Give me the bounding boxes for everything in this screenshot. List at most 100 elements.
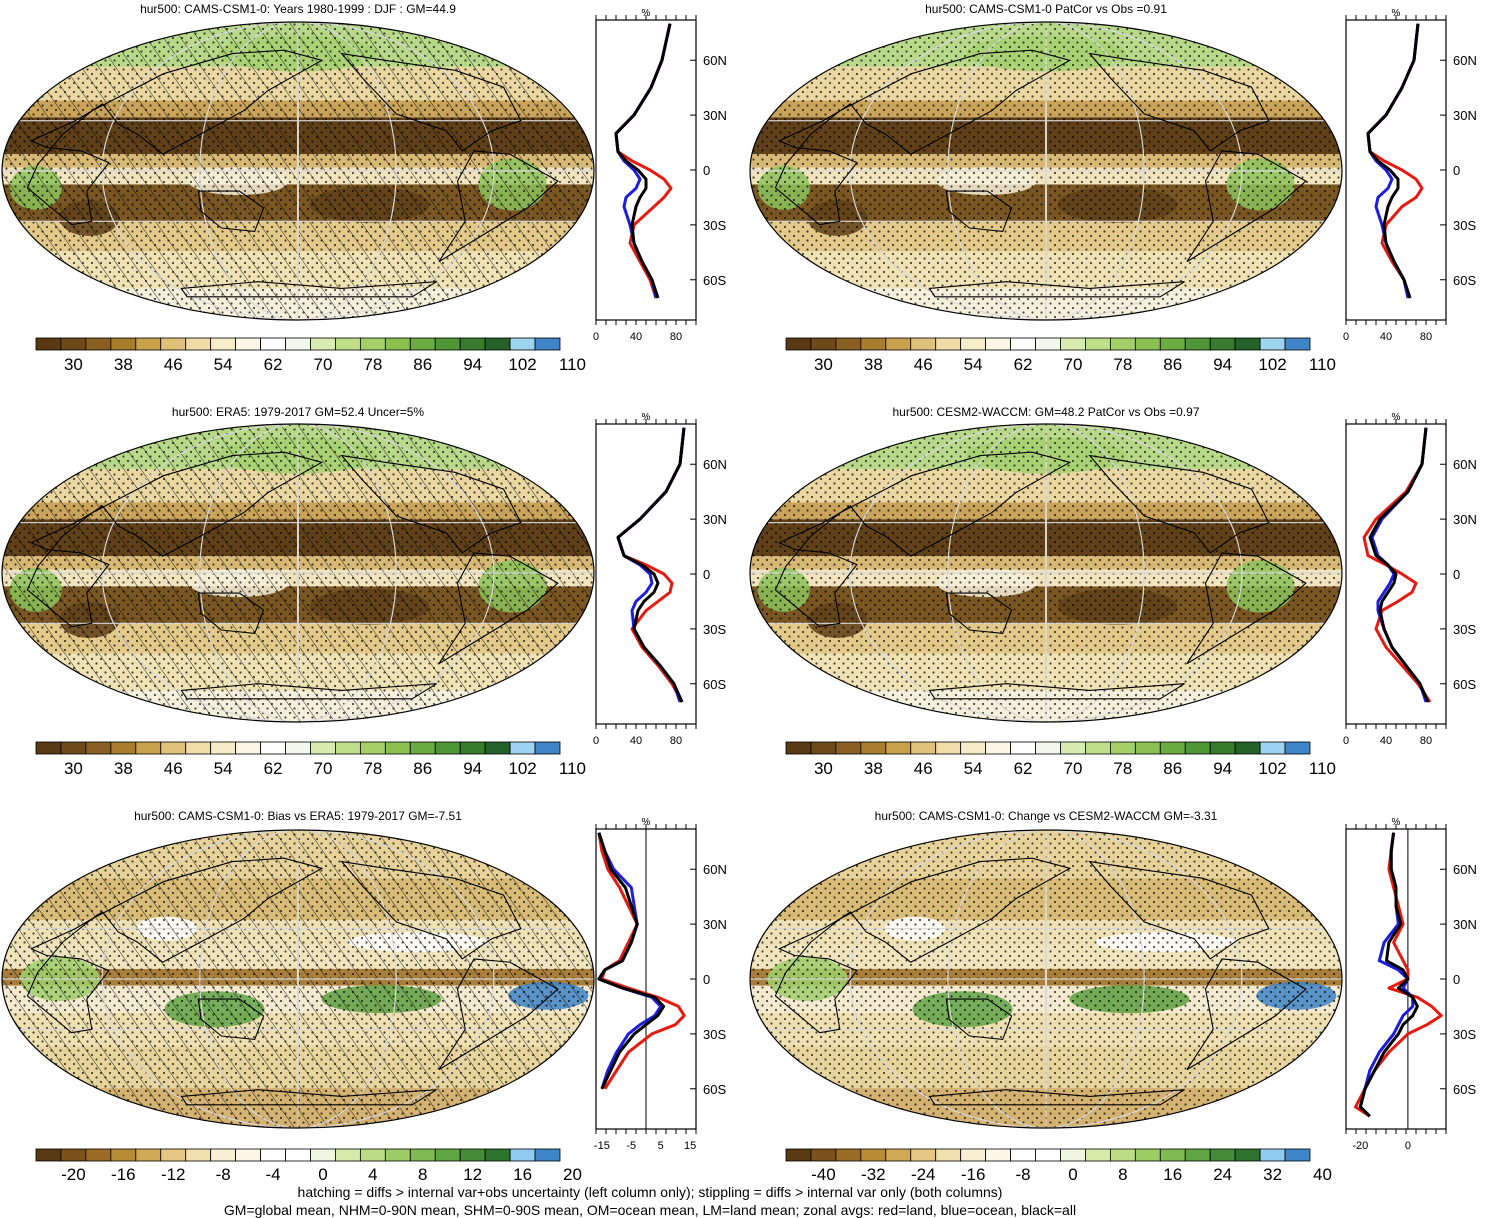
colorbar-swatch (409, 1148, 436, 1162)
colorbar-tick-label: 102 (1258, 759, 1286, 778)
panel-title-3: hur500: ERA5: 1979-2017 GM=52.4 Uncer=5% (172, 405, 424, 419)
profile-x-tick-label: 80 (670, 735, 682, 747)
colorbar-swatch (1035, 337, 1061, 351)
colorbar-swatch (1060, 741, 1086, 755)
colorbar-tick-label: 24 (1213, 1165, 1232, 1184)
map-outline (1, 423, 595, 723)
colorbar-tick-label: 86 (413, 759, 432, 778)
coastline (438, 958, 559, 1071)
colorbar-tick-label: 94 (1213, 355, 1232, 374)
coastline (197, 190, 265, 232)
profile-x-tick-label: 0 (593, 735, 599, 747)
colorbar-swatch (1134, 1148, 1161, 1162)
colorbar-swatch (810, 741, 837, 755)
colorbar-1: 30 38 46 54 62 70 78 86 94 102 110 (35, 337, 586, 374)
coastline (928, 1089, 1185, 1106)
coastline (945, 592, 1013, 634)
colorbar-tick-label: 46 (914, 355, 933, 374)
colorbar-tick-label: 110 (1309, 759, 1336, 778)
colorbar-tick-label: 78 (1113, 355, 1132, 374)
profile-series-line (614, 23, 672, 299)
colorbar-tick-label: 0 (318, 1165, 327, 1184)
colorbar-swatch (810, 337, 837, 351)
footer-note-hatching: hatching = diffs > internal var+obs unce… (297, 1184, 1003, 1200)
profile-y-tick-label: 60N (1453, 862, 1477, 877)
colorbar-tick-label: 94 (1213, 759, 1232, 778)
colorbar-swatch (384, 741, 411, 755)
colorbar-tick-label: 102 (508, 759, 536, 778)
colorbar-swatch (1010, 1148, 1036, 1162)
zonal-profile-6: % -20 0 60N 30N 0 30S 60S (1345, 817, 1477, 1152)
colorbar-swatch (985, 741, 1011, 755)
profile-y-tick-label: 60N (703, 862, 727, 877)
profile-y-tick-label: 60S (703, 677, 726, 692)
colorbar-tick-label: 62 (264, 355, 283, 374)
colorbar-swatch (1284, 1148, 1311, 1162)
colorbar-tick-label: 30 (814, 355, 833, 374)
colorbar-swatch (860, 1148, 887, 1162)
colorbar-swatch (135, 741, 162, 755)
colorbar-swatch (434, 741, 461, 755)
map-field-2 (750, 22, 1342, 320)
colorbar-swatch (335, 741, 361, 755)
zonal-profile-1: % 0 40 80 60N 30N 0 30S 60S (593, 8, 727, 343)
colorbar-swatch (285, 741, 311, 755)
profile-y-tick-label: 60N (703, 53, 727, 68)
colorbar-swatch (885, 741, 912, 755)
colorbar-swatch (285, 337, 311, 351)
colorbar-swatch (359, 1148, 386, 1162)
profile-y-tick-label: 0 (1453, 567, 1460, 582)
colorbar-tick-label: 78 (363, 759, 382, 778)
coastline (438, 552, 559, 665)
coastline (92, 451, 324, 557)
colorbar-swatch (1209, 741, 1236, 755)
map-meridian (1045, 22, 1047, 320)
profile-x-label: % (1392, 412, 1401, 423)
colorbar-tick-label: 20 (563, 1165, 582, 1184)
map-field-5 (2, 830, 594, 1128)
profile-y-tick-label: 60N (1453, 53, 1477, 68)
colorbar-tick-label: 110 (559, 355, 586, 374)
profile-x-label: % (642, 817, 651, 828)
colorbar-swatch (335, 337, 361, 351)
colorbar-swatch (960, 741, 987, 755)
profile-series-line (1366, 23, 1420, 299)
colorbar-tick-label: -16 (961, 1165, 986, 1184)
map-outline (1, 829, 595, 1129)
colorbar-swatch (160, 741, 187, 755)
colorbar-swatch (885, 337, 912, 351)
profile-x-label: % (1392, 817, 1401, 828)
colorbar-swatch (484, 1148, 511, 1162)
colorbar-swatch (434, 337, 461, 351)
colorbar-tick-label: 54 (214, 759, 233, 778)
colorbar-tick-label: 8 (1118, 1165, 1127, 1184)
coastline (180, 683, 437, 700)
colorbar-swatch (110, 337, 137, 351)
colorbar-swatch (910, 1148, 937, 1162)
colorbar-swatch (1109, 1148, 1136, 1162)
colorbar-swatch (310, 337, 336, 351)
colorbar-tick-label: 54 (964, 355, 983, 374)
colorbar-tick-label: 78 (363, 355, 382, 374)
coastline (945, 190, 1013, 232)
colorbar-tick-label: 46 (164, 355, 183, 374)
profile-x-tick-label: -15 (594, 1140, 610, 1152)
colorbar-swatch (1060, 1148, 1086, 1162)
profile-y-tick-label: 0 (703, 567, 710, 582)
profile-y-tick-label: 30S (703, 1027, 726, 1042)
colorbar-tick-label: 0 (1068, 1165, 1077, 1184)
colorbar-tick-label: -8 (1015, 1165, 1030, 1184)
colorbar-swatch (1109, 337, 1136, 351)
colorbar-tick-label: 38 (114, 355, 133, 374)
colorbar-tick-label: 12 (463, 1165, 482, 1184)
colorbar-tick-label: 62 (1014, 355, 1033, 374)
profile-frame (1345, 828, 1447, 1130)
coastline (1088, 52, 1270, 152)
map-meridian (199, 424, 397, 722)
panel-title-2: hur500: CAMS-CSM1-0 PatCor vs Obs =0.91 (925, 2, 1167, 16)
colorbar-tick-label: 32 (1263, 1165, 1282, 1184)
profile-y-tick-label: 30S (703, 218, 726, 233)
colorbar-swatch (434, 1148, 461, 1162)
profile-x-tick-label: 0 (1343, 735, 1349, 747)
colorbar-swatch (835, 337, 862, 351)
